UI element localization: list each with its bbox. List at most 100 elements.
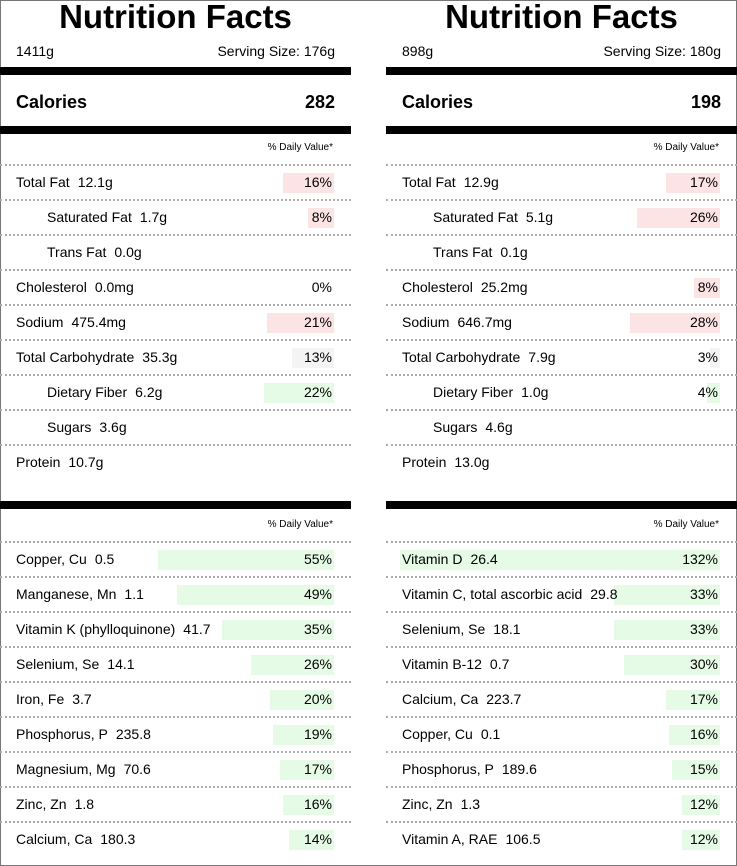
nutrient-name: Vitamin C, total ascorbic acid 29.8 [402, 578, 618, 611]
daily-value-percent: 8% [697, 279, 718, 295]
nutrient-name: Magnesium, Mg 70.6 [16, 753, 151, 786]
nutrient-amount: 475.4mg [71, 314, 126, 330]
nutrient-name: Vitamin A, RAE 106.5 [402, 823, 541, 856]
nutrient-label: Selenium, Se [402, 621, 486, 637]
nutrient-label: Phosphorus, P [16, 726, 108, 742]
nutrient-name: Iron, Fe 3.7 [16, 683, 92, 716]
total-weight: 898g [402, 43, 434, 59]
daily-value-percent: 26% [303, 656, 332, 672]
nutrient-name: Total Carbohydrate 7.9g [402, 341, 556, 374]
daily-value-percent: 21% [303, 314, 332, 330]
daily-value-bar [266, 313, 334, 333]
calories-row: Calories 282 [16, 85, 335, 119]
daily-value-percent: 3% [697, 349, 718, 365]
nutrient-amount: 13.0g [454, 454, 490, 470]
nutrient-amount: 5.1g [525, 209, 554, 225]
nutrient-label: Copper, Cu [16, 551, 87, 567]
nutrient-amount: 41.7 [183, 621, 211, 637]
daily-value-bar [630, 313, 720, 333]
nutrient-label: Protein [16, 454, 61, 470]
calories-label: Calories [402, 92, 474, 112]
nutrient-label: Total Carbohydrate [402, 349, 521, 365]
nutrient-name: Zinc, Zn 1.8 [16, 788, 94, 821]
nutrient-amount: 0.7 [489, 656, 510, 672]
nutrient-amount: 1.3 [460, 796, 481, 812]
daily-value-bar [707, 383, 720, 403]
nutrient-label: Manganese, Mn [16, 586, 117, 602]
daily-value-bar [282, 795, 334, 815]
daily-value-bar [400, 550, 720, 570]
nutrient-name: Protein 13.0g [402, 446, 489, 479]
nutrient-amount: 1.0g [521, 384, 549, 400]
nutrient-amount: 189.6 [501, 761, 537, 777]
nutrient-amount: 106.5 [505, 831, 541, 847]
nutrient-label: Total Fat [16, 174, 70, 190]
nutrient-row: Dietary Fiber 6.2g 22% [0, 374, 351, 409]
thick-divider [0, 67, 351, 75]
nutrient-amount: 26.4 [470, 551, 498, 567]
daily-value-bar [273, 725, 334, 745]
nutrient-name: Saturated Fat 1.7g [47, 201, 167, 234]
nutrient-label: Trans Fat [433, 244, 493, 260]
nutrient-amount: 0.0g [114, 244, 142, 260]
nutrient-label: Selenium, Se [16, 656, 100, 672]
thick-divider [0, 501, 351, 509]
nutrient-label: Sugars [433, 419, 478, 435]
nutrient-row: Total Carbohydrate 7.9g 3% [386, 339, 737, 374]
nutrient-name: Saturated Fat 5.1g [433, 201, 553, 234]
nutrient-amount: 3.6g [99, 419, 127, 435]
nutrient-amount: 12.1g [77, 174, 113, 190]
nutrient-row: Trans Fat 0.1g [386, 234, 737, 269]
nutrient-label: Dietary Fiber [433, 384, 514, 400]
nutrient-amount: 3.7 [72, 691, 92, 707]
micronutrient-row: Vitamin D 26.4 132% [386, 541, 737, 576]
daily-value-percent: 17% [689, 691, 718, 707]
micronutrient-row: Selenium, Se 14.1 26% [0, 646, 351, 681]
nutrient-amount: 0.5 [94, 551, 115, 567]
nutrient-row: Trans Fat 0.0g [0, 234, 351, 269]
daily-value-bar [292, 348, 334, 368]
nutrient-amount: 0.1g [500, 244, 528, 260]
daily-value-percent: 20% [303, 691, 332, 707]
daily-value-percent: 12% [689, 831, 718, 847]
micronutrient-row: Manganese, Mn 1.1 49% [0, 576, 351, 611]
nutrient-amount: 10.7g [68, 454, 104, 470]
daily-value-percent: 26% [689, 209, 718, 225]
nutrient-label: Trans Fat [47, 244, 107, 260]
daily-value-percent: 16% [303, 796, 332, 812]
nutrient-label: Vitamin B-12 [402, 656, 482, 672]
daily-value-bar [289, 830, 334, 850]
nutrient-amount: 14.1 [107, 656, 135, 672]
daily-value-bar [282, 173, 334, 193]
nutrient-name: Dietary Fiber 6.2g [47, 376, 162, 409]
thick-divider [0, 126, 351, 134]
nutrient-name: Calcium, Ca 223.7 [402, 683, 521, 716]
daily-value-bar [636, 208, 720, 228]
daily-value-bar [665, 690, 720, 710]
nutrient-amount: 1.7g [139, 209, 168, 225]
nutrient-label: Saturated Fat [433, 209, 518, 225]
daily-value-percent: 132% [682, 551, 718, 567]
nutrient-name: Total Carbohydrate 35.3g [16, 341, 177, 374]
nutrient-row: Dietary Fiber 1.0g 4% [386, 374, 737, 409]
nutrient-name: Copper, Cu 0.5 [16, 543, 114, 576]
nutrient-name: Sugars 4.6g [433, 411, 513, 444]
nutrient-label: Zinc, Zn [16, 796, 67, 812]
nutrient-amount: 25.2mg [480, 279, 528, 295]
nutrient-name: Copper, Cu 0.1 [402, 718, 500, 751]
nutrient-row: Sodium 646.7mg 28% [386, 304, 737, 339]
nutrient-amount: 235.8 [115, 726, 151, 742]
daily-value-bar [177, 585, 334, 605]
daily-value-bar [624, 655, 720, 675]
daily-value-bar [222, 620, 334, 640]
daily-value-bar [694, 278, 720, 298]
nutrient-name: Total Fat 12.9g [402, 166, 499, 199]
nutrient-name: Dietary Fiber 1.0g [433, 376, 548, 409]
nutrient-row: Total Carbohydrate 35.3g 13% [0, 339, 351, 374]
nutrient-row: Total Fat 12.9g 17% [386, 164, 737, 199]
nutrient-label: Sodium [402, 314, 450, 330]
nutrient-name: Cholesterol 0.0mg [16, 271, 134, 304]
label-title: Nutrition Facts [59, 0, 292, 35]
nutrient-row: Sugars 3.6g [0, 409, 351, 444]
nutrient-row: Total Fat 12.1g 16% [0, 164, 351, 199]
